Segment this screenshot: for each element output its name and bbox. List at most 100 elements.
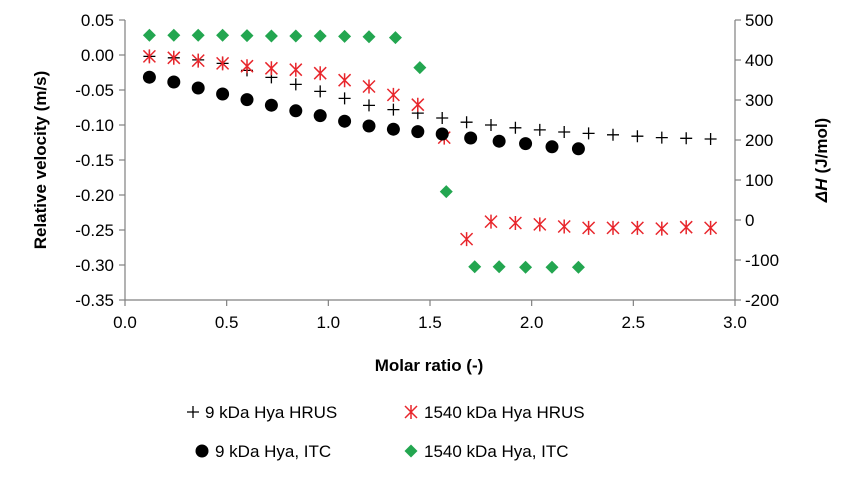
point-9kda-hrus [338,92,351,105]
left-y-tick-label: -0.15 [75,151,114,170]
right-y-axis-title: ΔH (J/mol) [812,118,831,203]
point-9kda-itc [571,142,585,156]
point-9kda-itc [313,109,327,123]
series-9kda-hrus [143,50,717,145]
right-y-tick-label: -100 [745,251,779,270]
point-9kda-hrus [509,121,522,134]
point-1540kda-hrus [289,62,303,77]
legend-marker-1540kda-itc [404,444,418,458]
point-1540kda-hrus [191,53,205,68]
legend-item-3: 1540 kDa Hya, ITC [404,442,569,461]
legend-label-1540kda-hrus: 1540 kDa Hya HRUS [424,403,585,422]
right-y-tick-label: 200 [745,131,773,150]
series-1540kda-hrus [142,49,718,247]
point-1540kda-itc [338,29,352,43]
point-1540kda-hrus [557,219,571,234]
point-1540kda-itc [439,185,453,199]
point-9kda-hrus [314,85,327,98]
point-1540kda-itc [289,29,303,43]
point-9kda-itc [216,87,230,101]
legend-label-9kda-hrus: 9 kDa Hya HRUS [205,403,337,422]
point-1540kda-itc [313,29,327,43]
legend-label-1540kda-itc: 1540 kDa Hya, ITC [424,442,569,461]
point-1540kda-hrus [362,79,376,94]
point-1540kda-hrus [338,73,352,88]
point-9kda-itc [191,81,205,95]
left-y-tick-label: -0.25 [75,221,114,240]
point-9kda-itc [464,131,478,145]
right-y-tick-label: 100 [745,171,773,190]
point-1540kda-hrus [216,56,230,71]
point-9kda-itc [411,125,425,139]
right-y-axis-unit: (J/mol) [812,118,831,174]
legend-marker-symbol [404,444,418,458]
right-y-tick-label: 500 [745,11,773,30]
point-9kda-itc [338,114,352,128]
legend-item-0: 9 kDa Hya HRUS [187,403,337,422]
point-1540kda-itc [545,260,559,274]
right-y-tick-label: 400 [745,51,773,70]
legend-marker-symbol [195,444,209,458]
legend: 9 kDa Hya HRUS 1540 kDa Hya HRUS 9 kDa H… [187,403,585,461]
x-tick-label: 1.0 [317,313,341,332]
point-9kda-hrus [680,132,693,145]
point-9kda-itc [142,70,156,84]
point-1540kda-hrus [142,49,156,64]
left-y-tick-label: -0.05 [75,81,114,100]
legend-label-9kda-itc: 9 kDa Hya, ITC [215,442,331,461]
point-1540kda-itc [388,31,402,45]
left-y-axis-title: Relative velocity (m/s) [31,71,50,250]
point-9kda-hrus [607,128,619,141]
point-9kda-itc [492,134,506,148]
right-y-tick-label: -200 [745,291,779,310]
point-9kda-itc [435,127,449,141]
point-1540kda-hrus [411,97,425,112]
point-1540kda-itc [468,260,482,274]
point-9kda-hrus [582,127,595,140]
left-y-tick-label: -0.10 [75,116,114,135]
ticks-layer: 0.0 0.5 1.0 1.5 2.0 2.5 3.0 0.05 0.00 -0.05 -0.10 -… [75,11,779,332]
right-y-tick-label: 0 [745,211,754,230]
point-1540kda-hrus [582,220,596,235]
point-9kda-itc [519,137,533,151]
right-y-tick-label: 300 [745,91,773,110]
point-9kda-itc [545,140,559,154]
point-1540kda-itc [492,260,506,274]
point-9kda-hrus [387,103,400,116]
x-axis-title: Molar ratio (-) [375,356,484,375]
left-y-tick-label: -0.35 [75,291,114,310]
point-1540kda-itc [216,28,230,42]
left-y-tick-label: -0.20 [75,186,114,205]
x-tick-label: 2.5 [622,313,646,332]
point-1540kda-itc [264,29,278,43]
point-1540kda-hrus [630,220,644,235]
point-1540kda-hrus [264,61,278,76]
point-9kda-hrus [485,119,497,131]
point-1540kda-itc [167,28,181,42]
point-9kda-itc [240,93,254,107]
series-1540kda-itc [142,28,585,274]
point-1540kda-hrus [460,232,474,247]
axes-layer [124,20,736,301]
point-1540kda-itc [240,29,254,43]
point-1540kda-itc [362,30,376,44]
point-9kda-itc [362,119,376,133]
legend-marker-9kda-itc [195,444,209,458]
point-9kda-hrus [460,116,473,129]
point-1540kda-itc [519,260,533,274]
x-tick-label: 0.0 [113,313,137,332]
x-tick-label: 0.5 [215,313,239,332]
point-9kda-hrus [363,99,375,112]
point-1540kda-hrus [508,216,522,230]
point-9kda-itc [386,122,400,136]
x-tick-label: 2.0 [520,313,544,332]
point-9kda-hrus [289,78,302,91]
legend-item-2: 9 kDa Hya, ITC [195,442,331,461]
point-9kda-hrus [558,126,571,138]
point-9kda-itc [167,75,181,89]
point-9kda-hrus [631,130,644,143]
point-1540kda-hrus [679,220,693,235]
point-1540kda-hrus [386,87,400,102]
legend-marker-9kda-hrus [187,406,199,418]
point-1540kda-hrus [704,220,718,235]
